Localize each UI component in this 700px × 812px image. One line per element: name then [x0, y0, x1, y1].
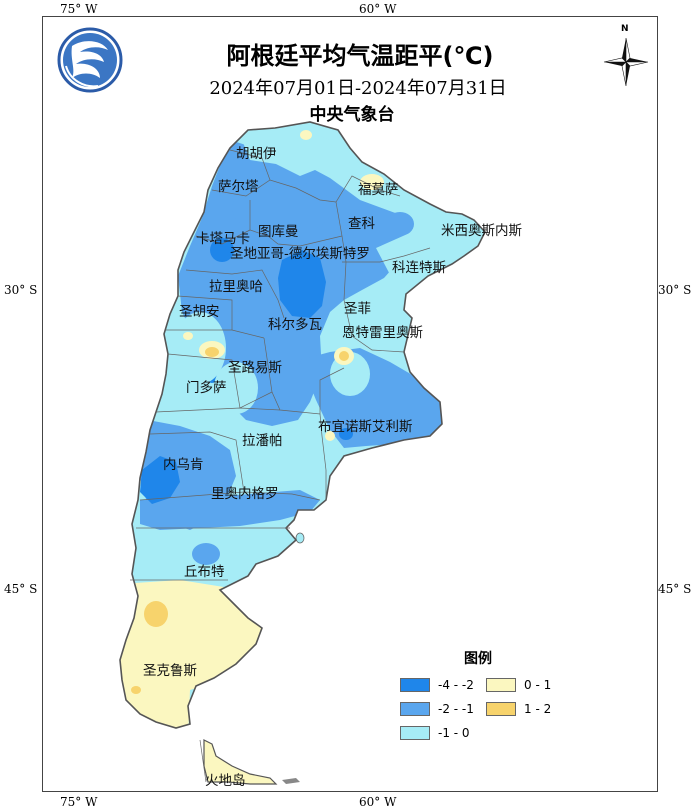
north-arrow-icon	[603, 37, 649, 87]
legend-label-0-1: 0 - 1	[524, 678, 552, 692]
province-label-neuquen: 内乌肯	[163, 457, 204, 473]
legend-title: 图例	[464, 651, 492, 667]
province-label-chubut: 丘布特	[184, 564, 225, 580]
lat-label-30s-left: 30° S	[4, 283, 38, 297]
lon-label-60w-bottom: 60° W	[359, 795, 397, 809]
legend-swatch-minus4-minus2	[400, 678, 430, 692]
cma-logo-icon	[57, 27, 123, 93]
province-label-san-juan: 圣胡安	[179, 304, 220, 320]
compass-north-label: N	[621, 24, 629, 34]
province-label-santiago-del-estero: 圣地亚哥-德尔埃斯特罗	[230, 246, 370, 262]
lon-label-75w-bottom: 75° W	[60, 795, 98, 809]
province-label-la-rioja: 拉里奥哈	[209, 279, 263, 295]
province-label-la-pampa: 拉潘帕	[242, 433, 283, 449]
province-label-tierra-del-fuego: 火地岛	[205, 773, 246, 789]
province-label-salta: 萨尔塔	[218, 179, 259, 195]
lat-label-30s-right: 30° S	[658, 283, 692, 297]
lat-label-45s-right: 45° S	[658, 582, 692, 596]
province-label-jujuy: 胡胡伊	[236, 146, 277, 162]
province-label-san-luis: 圣路易斯	[228, 360, 282, 376]
province-label-cordoba: 科尔多瓦	[268, 317, 322, 333]
province-label-santa-fe: 圣菲	[344, 301, 371, 317]
legend-swatch-minus1-0	[400, 726, 430, 740]
province-label-tucuman: 图库曼	[258, 224, 299, 240]
anomaly-region-1-2	[131, 347, 349, 694]
legend-label-minus2-minus1: -2 - -1	[438, 702, 474, 716]
province-label-rio-negro: 里奥内格罗	[211, 486, 279, 502]
legend-swatch-1-2	[486, 702, 516, 716]
province-label-buenos-aires: 布宜诺斯艾利斯	[318, 419, 413, 435]
legend-swatch-minus2-minus1	[400, 702, 430, 716]
date-range: 2024年07月01日-2024年07月31日	[209, 78, 507, 99]
province-label-mendoza: 门多萨	[186, 380, 227, 396]
lat-label-45s-left: 45° S	[4, 582, 38, 596]
province-label-formosa: 福莫萨	[358, 182, 399, 198]
legend-swatch-0-1	[486, 678, 516, 692]
legend: 图例 -4 - -2 -2 - -1 -1 - 0 0 - 1 1 - 2	[398, 648, 588, 748]
map-frame	[42, 16, 658, 792]
province-label-entre-rios: 恩特雷里奥斯	[342, 325, 423, 341]
tierra-del-fuego-island	[203, 739, 278, 785]
province-label-catamarca: 卡塔马卡	[196, 231, 250, 247]
lon-label-75w-top: 75° W	[60, 2, 98, 16]
country-outline	[119, 121, 486, 729]
issuer-label: 中央气象台	[309, 105, 395, 125]
legend-label-minus4-minus2: -4 - -2	[438, 678, 474, 692]
province-label-misiones: 米西奥斯内斯	[441, 223, 522, 239]
province-label-corrientes: 科连特斯	[392, 260, 446, 276]
valdes-peninsula-tip	[295, 532, 305, 544]
legend-label-1-2: 1 - 2	[524, 702, 552, 716]
staten-island	[282, 778, 300, 784]
map-title: 阿根廷平均气温距平(℃)	[226, 42, 494, 70]
lon-label-60w-top: 60° W	[359, 2, 397, 16]
legend-label-minus1-0: -1 - 0	[438, 726, 470, 740]
province-label-santa-cruz: 圣克鲁斯	[143, 663, 197, 679]
province-boundaries	[130, 149, 431, 783]
province-label-chaco: 查科	[348, 216, 375, 232]
